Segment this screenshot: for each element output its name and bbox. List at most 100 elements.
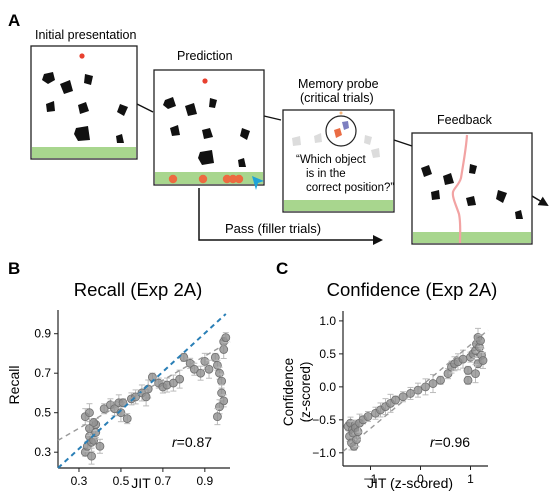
data-point — [413, 385, 423, 395]
panel-a-label: A — [8, 11, 20, 30]
probe-question-2: is in the — [306, 168, 346, 180]
data-point — [476, 336, 485, 346]
y-tick-label: 0.5 — [319, 347, 336, 361]
data-point — [463, 365, 473, 375]
x-tick-label: 0.3 — [71, 474, 88, 488]
data-point — [99, 404, 109, 414]
x-tick-label: 0.7 — [155, 474, 172, 488]
y-tick-label: 0.5 — [34, 406, 51, 420]
chart-c-title: Confidence (Exp 2A) — [327, 279, 498, 300]
data-point — [217, 376, 227, 386]
y-tick-label: 1.0 — [319, 314, 336, 328]
probe-object-purple — [342, 121, 349, 130]
data-point — [147, 372, 157, 382]
x-tick-label: 1 — [467, 472, 474, 486]
chart-c: −1 0 1 1.0 0.5 0.0 −0.5 −1.0 r=0.96 — [312, 311, 489, 486]
data-point — [363, 412, 373, 421]
data-point — [204, 364, 214, 374]
step-title-memory-2: (critical trials) — [300, 91, 374, 105]
data-point — [471, 369, 480, 379]
fit-line — [342, 329, 489, 453]
data-point — [221, 333, 231, 343]
step-title-memory-1: Memory probe — [298, 77, 379, 91]
x-tick-label: 0.9 — [196, 474, 213, 488]
correlation-annotation: r=0.96 — [430, 434, 470, 450]
x-tick-label: 0.5 — [113, 474, 130, 488]
ball-trajectory — [451, 134, 469, 244]
data-point — [421, 382, 430, 392]
data-point — [219, 345, 229, 354]
data-point — [168, 378, 178, 388]
probe-question-1: “Which object — [296, 154, 366, 166]
probe-question-3: correct position?” — [306, 182, 394, 194]
data-point — [458, 354, 468, 364]
data-point — [116, 408, 126, 418]
connector-1 — [136, 103, 154, 113]
obstacle-shapes — [421, 164, 523, 219]
data-point — [87, 451, 96, 461]
data-point — [95, 441, 105, 451]
data-point — [210, 352, 220, 362]
data-point — [436, 375, 445, 385]
panel-b-label: B — [8, 259, 20, 278]
ball-dot — [202, 78, 208, 84]
arrow-out — [531, 195, 549, 207]
chart-c-ylabel-1: Confidence — [281, 358, 296, 426]
step-title-prediction: Prediction — [177, 49, 233, 63]
data-point — [213, 412, 222, 422]
y-tick-label: −0.5 — [312, 413, 336, 427]
obstacle-shapes — [163, 97, 250, 167]
probe-circle — [325, 115, 357, 147]
chart-b-ylabel: Recall — [6, 366, 22, 405]
data-point — [215, 402, 224, 412]
data-point — [141, 392, 151, 402]
memory-probe-box: Memory probe (critical trials) “Which ob… — [282, 77, 395, 213]
connector-3 — [393, 139, 413, 147]
data-point — [189, 364, 199, 374]
initial-presentation-box: Initial presentation — [30, 28, 138, 160]
pass-arrow — [198, 188, 383, 245]
connector-2 — [263, 115, 282, 121]
faded-shapes — [292, 133, 380, 158]
x-tick-label: −1 — [364, 472, 378, 486]
feedback-box: Feedback — [411, 113, 533, 245]
data-point — [217, 388, 227, 398]
data-point — [213, 360, 222, 370]
panel-c-label: C — [276, 259, 288, 278]
y-tick-label: 0.7 — [34, 366, 51, 380]
y-tick-label: 0.3 — [34, 445, 51, 459]
correlation-annotation: r=0.87 — [172, 434, 212, 450]
prediction-markers — [168, 174, 244, 184]
cursor-icon — [252, 176, 264, 190]
data-point — [89, 418, 99, 427]
probe-object-orange — [334, 128, 342, 138]
fit-line — [57, 340, 231, 441]
chart-b-xlabel: JIT — [131, 475, 151, 491]
x-tick-label: 0 — [417, 472, 424, 486]
obstacle-shapes — [42, 72, 128, 143]
fit-line — [57, 313, 227, 469]
ball-dot — [79, 53, 85, 59]
data-point — [428, 379, 438, 388]
pass-label: Pass (filler trials) — [225, 221, 321, 236]
data-point — [175, 374, 185, 384]
y-tick-label: 0.0 — [319, 380, 336, 394]
y-tick-label: −1.0 — [312, 446, 336, 460]
data-point — [200, 356, 210, 366]
data-point — [391, 395, 400, 405]
data-point — [463, 375, 473, 385]
chart-c-xlabel: JIT (z-scored) — [367, 475, 453, 491]
data-point — [406, 389, 415, 398]
data-point — [196, 368, 206, 378]
step-title-initial: Initial presentation — [35, 28, 137, 42]
data-point — [179, 352, 189, 362]
chart-b-title: Recall (Exp 2A) — [74, 279, 203, 300]
data-point — [478, 356, 488, 365]
data-point — [215, 368, 224, 378]
chart-b: 0.3 0.5 0.7 0.9 0.3 0.5 0.7 0.9 r=0.87 — [34, 310, 231, 488]
data-point — [85, 408, 94, 418]
y-tick-label: 0.9 — [34, 327, 51, 341]
data-point — [122, 414, 132, 424]
chart-c-ylabel-2: (z-scored) — [298, 362, 313, 423]
